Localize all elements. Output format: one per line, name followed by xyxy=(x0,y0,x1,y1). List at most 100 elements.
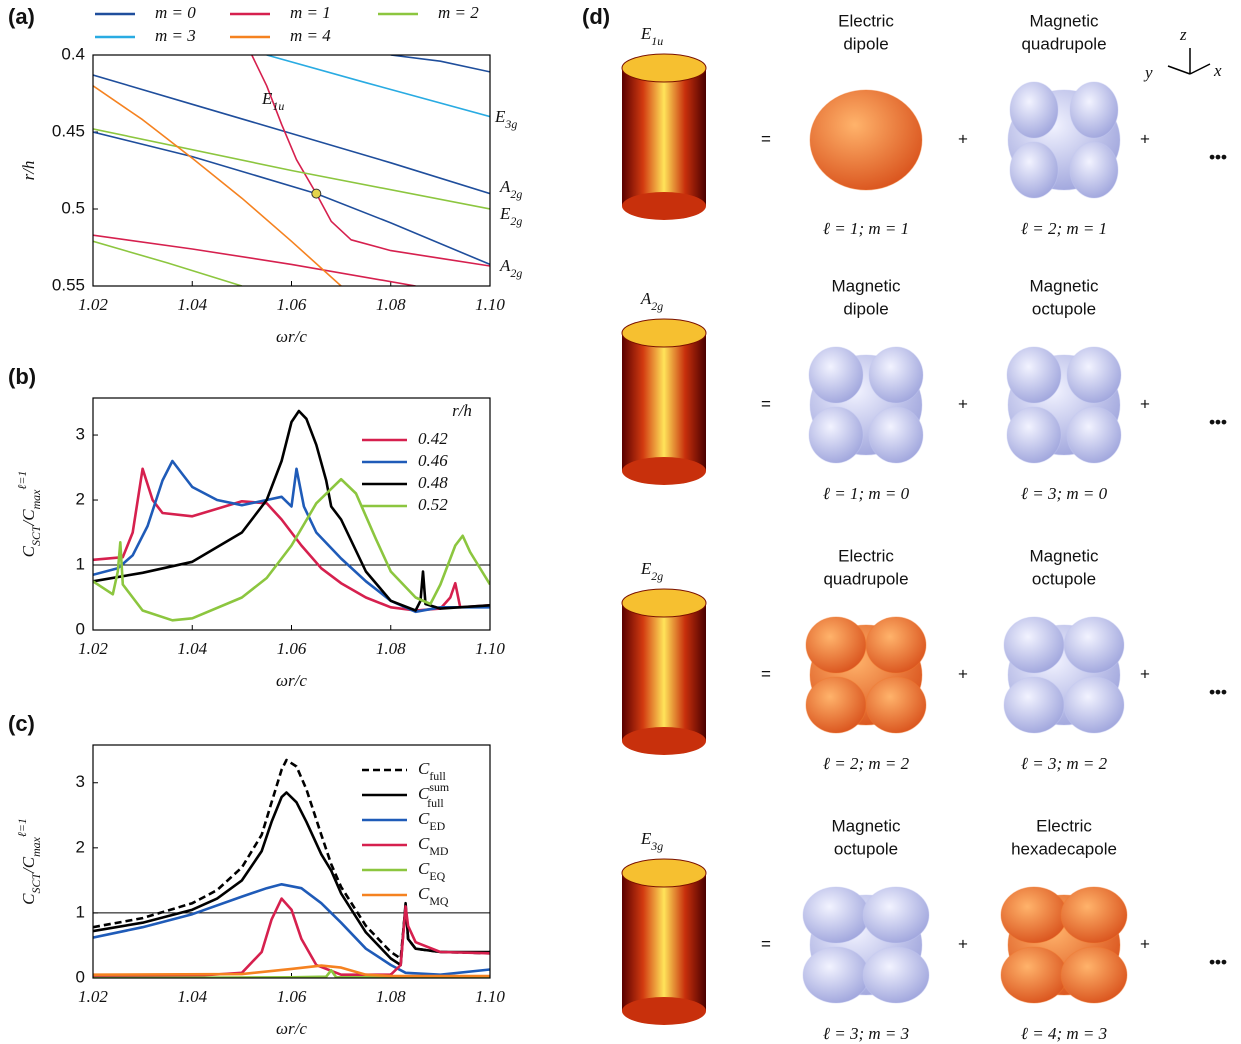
legend-label: CEQ xyxy=(418,859,446,883)
text-part: C xyxy=(19,893,38,905)
text-part: ℓ=1 xyxy=(15,818,29,837)
axis-y: y xyxy=(1143,63,1153,82)
mode-label: E3g xyxy=(640,829,663,853)
lobe xyxy=(1004,617,1064,673)
cylinder-top xyxy=(622,589,706,617)
lobe xyxy=(806,617,866,673)
annotation: E1u xyxy=(261,89,284,113)
lobe xyxy=(810,90,922,190)
text-part: max xyxy=(29,836,43,857)
y-tick-label: 3 xyxy=(76,772,85,791)
lobe xyxy=(869,407,923,463)
lm-label: ℓ = 3; m = 0 xyxy=(1021,484,1108,503)
lobe xyxy=(1007,407,1061,463)
text-part: 3g xyxy=(650,839,663,853)
panel-label: (d) xyxy=(582,4,610,29)
y-tick-label: 2 xyxy=(76,490,85,509)
lobe xyxy=(1067,347,1121,403)
multipole-shape xyxy=(1004,617,1124,733)
text-part: max xyxy=(29,489,43,510)
multipole-shape xyxy=(803,887,929,1003)
multipole-kind: octupole xyxy=(1032,299,1096,318)
x-tick-label: 1.10 xyxy=(475,295,505,314)
cylinder-bottom xyxy=(622,192,706,220)
lm-label: ℓ = 2; m = 1 xyxy=(1021,219,1107,238)
plus-sign: + xyxy=(1140,394,1150,413)
legend-label: 0.42 xyxy=(418,429,448,448)
annotation: E3g xyxy=(494,107,517,131)
lobe xyxy=(1064,677,1124,733)
multipole-kind: octupole xyxy=(834,839,898,858)
multipole-shape xyxy=(809,347,923,463)
x-axis-label: ωr/c xyxy=(276,327,307,346)
text-part: sum xyxy=(429,780,450,794)
legend-label: CMQ xyxy=(418,884,449,908)
lobe xyxy=(1010,142,1058,198)
y-tick-label: 1 xyxy=(76,554,85,573)
text-part: A xyxy=(499,177,511,196)
x-tick-label: 1.06 xyxy=(277,987,307,1006)
lobe xyxy=(1001,947,1067,1003)
multipole-kind: Magnetic xyxy=(1030,546,1099,565)
lobe xyxy=(863,947,929,1003)
legend-label: 0.46 xyxy=(418,451,448,470)
multipole-kind: octupole xyxy=(1032,569,1096,588)
text-part: C xyxy=(418,759,430,778)
lm-label: ℓ = 3; m = 3 xyxy=(823,1024,909,1043)
series-line xyxy=(93,899,490,977)
multipole-kind: hexadecapole xyxy=(1011,839,1117,858)
legend-label: CED xyxy=(418,809,446,833)
text-part: C xyxy=(418,884,430,903)
text-part: 1u xyxy=(272,99,284,113)
text-part: full xyxy=(427,796,444,810)
plus-sign: + xyxy=(958,934,968,953)
text-part: E xyxy=(494,107,506,126)
legend-label: m = 3 xyxy=(155,26,196,45)
multipole-shape xyxy=(1001,887,1127,1003)
text-part: /C xyxy=(19,856,38,874)
annotation: E2g xyxy=(499,204,522,228)
y-tick-label: 3 xyxy=(76,425,85,444)
lobe xyxy=(1001,887,1067,943)
cylinder-bottom xyxy=(622,727,706,755)
text-part: 1u xyxy=(651,34,663,48)
panel-label: (a) xyxy=(8,4,35,29)
panel-label: (b) xyxy=(8,364,36,389)
x-tick-label: 1.08 xyxy=(376,639,406,658)
y-tick-label: 0.45 xyxy=(52,121,85,140)
axis-x: x xyxy=(1213,61,1222,80)
text-part: C xyxy=(418,859,430,878)
equals-sign: = xyxy=(761,664,771,683)
plot-area xyxy=(93,55,490,286)
x-tick-label: 1.04 xyxy=(177,295,207,314)
cylinder-top xyxy=(622,859,706,887)
text-part: MQ xyxy=(429,894,449,908)
cylinder-top xyxy=(622,54,706,82)
mode-label: A2g xyxy=(640,289,663,313)
text-part: C xyxy=(418,809,430,828)
text-part: C xyxy=(418,834,430,853)
mode-label: E2g xyxy=(640,559,663,583)
multipole-kind: Electric xyxy=(838,11,894,30)
lobe xyxy=(1007,347,1061,403)
series-line xyxy=(93,129,490,209)
series-line xyxy=(93,86,341,286)
plus-sign: + xyxy=(1140,934,1150,953)
lobe xyxy=(1070,82,1118,138)
multipole-kind: Magnetic xyxy=(832,276,901,295)
lobe xyxy=(869,347,923,403)
y-tick-label: 0.4 xyxy=(61,44,85,63)
y-tick-label: 0.5 xyxy=(61,198,85,217)
multipole-shape xyxy=(1007,347,1121,463)
cylinder-top xyxy=(622,319,706,347)
text-part: E xyxy=(640,559,652,578)
lm-label: ℓ = 1; m = 1 xyxy=(823,219,909,238)
legend-label: m = 2 xyxy=(438,3,479,22)
lm-label: ℓ = 3; m = 2 xyxy=(1021,754,1108,773)
multipole-kind: dipole xyxy=(843,299,888,318)
text-part: 2g xyxy=(510,266,522,280)
multipole-kind: Magnetic xyxy=(832,816,901,835)
cylinder xyxy=(622,873,706,1011)
legend-title: r/h xyxy=(452,401,472,420)
